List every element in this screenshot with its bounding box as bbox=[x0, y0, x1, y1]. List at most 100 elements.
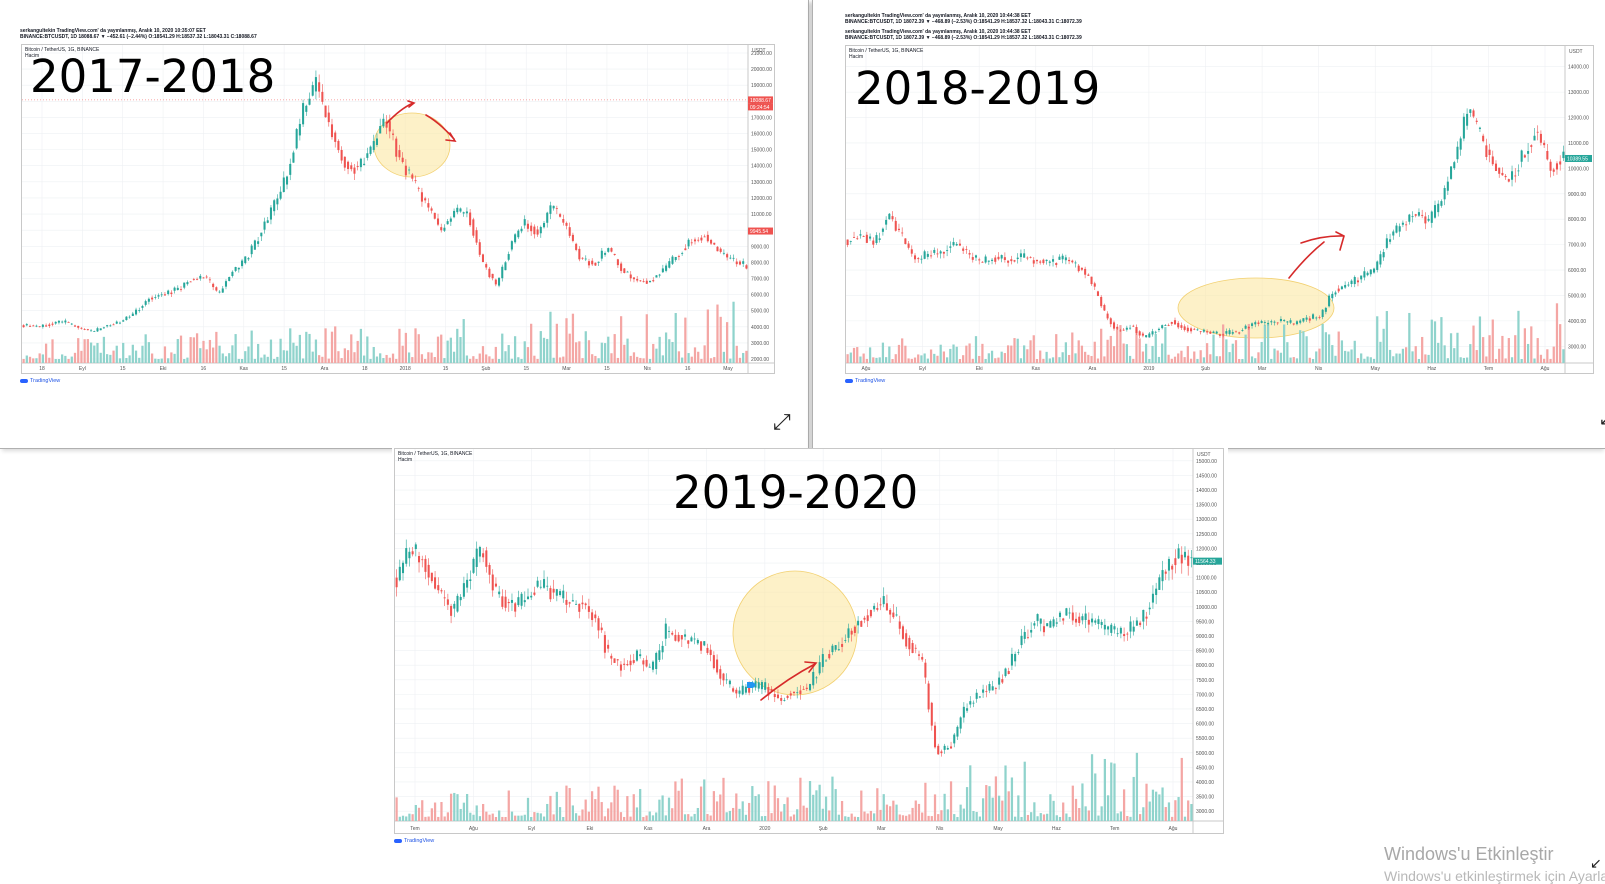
volume-bar bbox=[911, 807, 914, 821]
candle-body bbox=[57, 320, 60, 323]
volume-bar bbox=[1196, 358, 1199, 363]
candle-body bbox=[1174, 558, 1177, 566]
volume-bar bbox=[910, 358, 913, 363]
volume-bar bbox=[568, 333, 571, 363]
y-tick-label: 12000.00 bbox=[1196, 546, 1217, 552]
chart-area[interactable]: 21000.0020000.0019000.0018000.0017000.00… bbox=[21, 44, 775, 374]
volume-bar bbox=[1106, 339, 1109, 363]
candle-body bbox=[289, 163, 292, 175]
candle-body bbox=[982, 689, 985, 693]
volume-bar bbox=[1087, 810, 1090, 821]
candle-body bbox=[1100, 622, 1103, 625]
candle-body bbox=[459, 596, 462, 601]
candle-body bbox=[687, 239, 690, 247]
volume-bar bbox=[1109, 335, 1112, 363]
volume-bar bbox=[958, 358, 962, 363]
candle-body bbox=[478, 547, 481, 557]
candle-body bbox=[645, 659, 648, 667]
candle-body bbox=[1036, 614, 1039, 621]
volume-bar bbox=[1048, 358, 1051, 363]
candle-body bbox=[1389, 239, 1392, 242]
volume-bar bbox=[913, 357, 917, 363]
candle-body bbox=[485, 264, 488, 268]
volume-bar bbox=[1017, 795, 1020, 821]
candle-body bbox=[852, 237, 856, 238]
y-tick-label: 4500.00 bbox=[1196, 765, 1214, 771]
volume-bar bbox=[44, 343, 48, 363]
volume-bar bbox=[1103, 758, 1106, 821]
volume-bar bbox=[1023, 761, 1026, 821]
volume-bar bbox=[1292, 357, 1295, 363]
volume-bar bbox=[677, 351, 681, 363]
candle-body bbox=[658, 274, 661, 276]
candle-body bbox=[693, 638, 696, 640]
volume-bar bbox=[894, 354, 897, 363]
expand-icon[interactable]: ↙ bbox=[1599, 410, 1605, 429]
candle-body bbox=[671, 632, 674, 635]
chart-area[interactable]: 14000.00 13000.00 12000.00 11000.00 10000.00… bbox=[845, 45, 1594, 374]
volume-bar bbox=[969, 765, 972, 821]
candle-body bbox=[597, 618, 600, 631]
candle-body bbox=[1305, 317, 1308, 320]
volume-bar bbox=[990, 350, 994, 363]
candle-body bbox=[655, 652, 658, 670]
volume-bar bbox=[459, 337, 462, 363]
volume-bar bbox=[603, 816, 607, 821]
y-tick-label: 8000.00 bbox=[1196, 663, 1214, 669]
volume-bar bbox=[606, 808, 610, 821]
candle-body bbox=[1055, 262, 1058, 266]
candle-body bbox=[1363, 271, 1366, 278]
candle-body bbox=[594, 614, 597, 619]
volume-bar bbox=[1087, 354, 1090, 363]
candle-body bbox=[208, 279, 211, 281]
volume-bar bbox=[176, 339, 179, 363]
candle-body bbox=[440, 590, 443, 592]
candle-body bbox=[773, 694, 776, 698]
candle-body bbox=[1469, 109, 1472, 113]
candle-body bbox=[408, 551, 411, 559]
candle-body bbox=[950, 746, 953, 749]
candle-body bbox=[1421, 214, 1424, 216]
expand-corner-icon[interactable]: ↙ bbox=[1590, 856, 1602, 872]
price-tag-label: 10389.55 bbox=[1567, 156, 1588, 162]
volume-bar bbox=[472, 356, 475, 363]
volume-bar bbox=[437, 816, 440, 821]
chart-area[interactable]: 15000.00 14500.00 14000.00 13500.00 13000.00… bbox=[394, 448, 1224, 834]
candle-body bbox=[604, 253, 607, 255]
volume-bar bbox=[668, 339, 671, 363]
volume-bar bbox=[859, 356, 862, 363]
candle-body bbox=[1491, 156, 1494, 165]
x-tick-label: Tem bbox=[1484, 366, 1493, 372]
volume-bar bbox=[539, 813, 542, 821]
candle-body bbox=[571, 600, 574, 602]
volume-bar bbox=[427, 352, 430, 363]
volume-bar bbox=[1276, 350, 1279, 363]
candle-body bbox=[732, 688, 735, 692]
y-tick-label: 3000.00 bbox=[751, 341, 769, 347]
candle-body bbox=[885, 219, 888, 225]
volume-bar bbox=[972, 810, 975, 821]
candle-body bbox=[118, 322, 122, 324]
candle-body bbox=[991, 259, 994, 261]
candle-body bbox=[610, 655, 613, 659]
candle-body bbox=[917, 654, 921, 656]
candle-body bbox=[1295, 321, 1299, 325]
volume-bar bbox=[1112, 346, 1116, 363]
candle-body bbox=[901, 232, 904, 234]
volume-bar bbox=[526, 797, 530, 821]
candle-body bbox=[571, 234, 574, 241]
candle-body bbox=[253, 240, 256, 250]
volume-bar bbox=[1225, 339, 1228, 363]
candle-body bbox=[860, 621, 863, 627]
candle-body bbox=[802, 688, 805, 690]
volume-bar bbox=[244, 351, 247, 363]
candle-body bbox=[1129, 327, 1132, 329]
volume-bar bbox=[440, 334, 443, 363]
candle-body bbox=[1337, 288, 1340, 292]
x-tick-label: Nis bbox=[1315, 366, 1323, 372]
volume-bar bbox=[1433, 321, 1437, 363]
candle-body bbox=[1392, 231, 1395, 236]
candle-body bbox=[112, 324, 115, 326]
expand-icon[interactable]: ⤢ bbox=[773, 410, 791, 435]
volume-bar bbox=[962, 808, 965, 821]
